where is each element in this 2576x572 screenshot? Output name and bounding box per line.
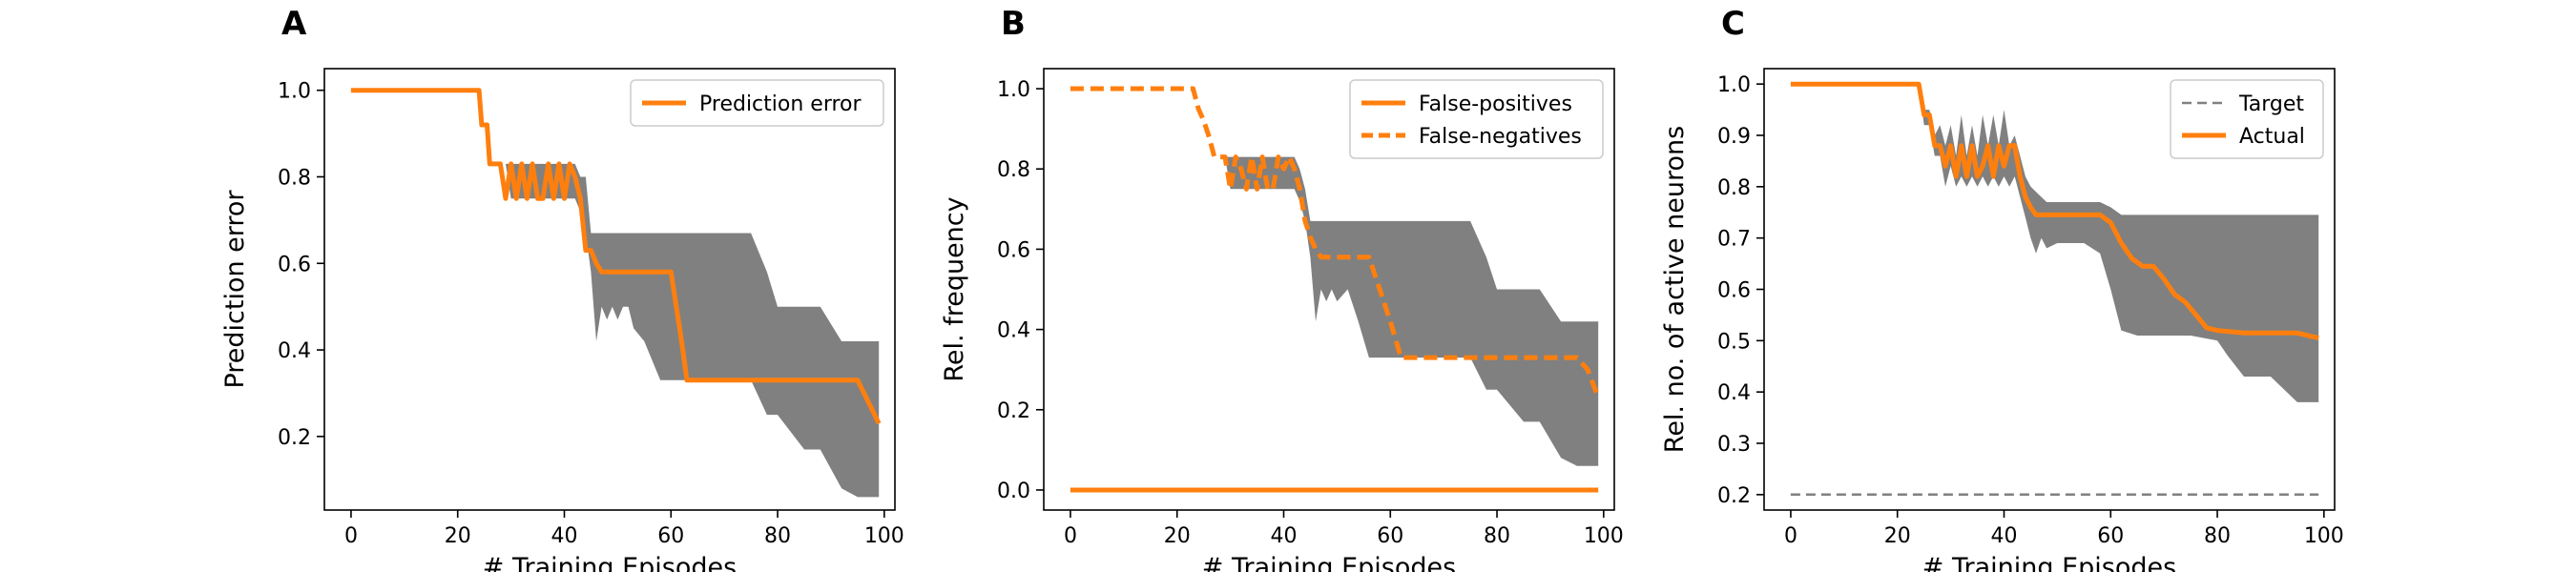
y-tick-label: 1.0: [997, 78, 1030, 102]
legend: Prediction error: [630, 79, 884, 127]
legend-entry: False-negatives: [1419, 125, 1582, 149]
y-tick-label: 0.7: [1717, 228, 1751, 252]
y-tick-label: 0.4: [278, 339, 311, 363]
x-tick-label: 80: [2204, 524, 2231, 548]
y-tick-label: 0.3: [1717, 433, 1751, 457]
x-tick-label: 100: [1584, 524, 1624, 548]
legend-box: [1349, 79, 1604, 159]
y-tick-label: 1.0: [278, 80, 311, 104]
plot-area: [1790, 81, 2319, 497]
x-tick-label: 0: [1064, 524, 1077, 548]
y-axis-label: Rel. no. of active neurons: [1660, 126, 1690, 453]
x-tick-label: 20: [445, 524, 471, 548]
y-tick-label: 0.8: [1717, 176, 1751, 200]
y-tick-label: 0.4: [1717, 381, 1751, 405]
legend: Target Actual: [2170, 79, 2324, 159]
y-tick-label: 0.0: [997, 480, 1030, 503]
range-band: [1070, 89, 1599, 466]
chart-panel-B: 0 20 40 60 80 100 0.0 0.2 0.4 0.6 0.8 1.0 # Training…: [940, 5, 1624, 572]
y-tick-label: 0.5: [1717, 330, 1751, 354]
y-tick-label: 0.6: [997, 238, 1030, 262]
series-line-false-negatives: [1070, 86, 1601, 398]
x-tick-label: 60: [2097, 524, 2124, 548]
range-band: [1790, 84, 2319, 402]
legend-entry: Actual: [2239, 125, 2305, 149]
x-tick-label: 20: [1164, 524, 1191, 548]
series-line-prediction-error: [350, 88, 882, 425]
y-tick-label: 0.2: [1717, 484, 1751, 508]
x-tick-label: 100: [2304, 524, 2344, 548]
y-tick-label: 0.6: [278, 253, 311, 276]
plot-area: [1070, 86, 1601, 493]
y-tick-label: 1.0: [1717, 73, 1751, 97]
x-tick-label: 0: [1784, 524, 1797, 548]
axes-frame: [1043, 68, 1615, 511]
y-tick-label: 0.6: [1717, 279, 1751, 303]
panel-label: C: [1721, 5, 1745, 43]
y-tick-label: 0.9: [1717, 125, 1751, 149]
chart-panel-A: 0 20 40 60 80 100 0.2 0.4 0.6 0.8 1.0 # Training Ep…: [220, 5, 904, 572]
y-tick-label: 0.2: [278, 426, 311, 450]
x-tick-label: 40: [1270, 524, 1297, 548]
y-tick-label: 0.8: [997, 158, 1030, 182]
legend: False-positives False-negatives: [1349, 79, 1604, 159]
legend-box: [2170, 79, 2324, 159]
x-axis-label: # Training Episodes: [1202, 553, 1456, 572]
legend-entry: Target: [2238, 92, 2304, 116]
x-tick-label: 0: [344, 524, 358, 548]
chart-panel-C: 0 20 40 60 80 100 0.2 0.3 0.4 0.5 0.6 0.7 0.8 0.9 1.0 #…: [1660, 5, 2344, 572]
legend-box: [630, 79, 884, 127]
x-tick-label: 80: [1484, 524, 1510, 548]
x-axis-label: # Training Episodes: [1922, 553, 2176, 572]
y-tick-label: 0.4: [997, 319, 1030, 343]
x-tick-label: 80: [764, 524, 791, 548]
x-axis-label: # Training Episodes: [483, 553, 737, 572]
plot-area: [350, 88, 882, 498]
axes-frame: [323, 68, 896, 511]
legend-entry: Prediction error: [699, 92, 862, 116]
legend-entry: False-positives: [1419, 92, 1572, 116]
x-tick-label: 40: [1990, 524, 2017, 548]
x-tick-label: 60: [1377, 524, 1403, 548]
y-axis-label: Rel. frequency: [940, 196, 969, 381]
series-line-actual: [1790, 81, 2319, 341]
y-axis-label: Prediction error: [220, 190, 250, 389]
y-tick-label: 0.8: [278, 166, 311, 190]
panel-label: A: [281, 5, 307, 43]
y-tick-label: 0.2: [997, 399, 1030, 423]
x-tick-label: 40: [551, 524, 577, 548]
panel-label: B: [1001, 5, 1026, 43]
x-tick-label: 60: [657, 524, 684, 548]
x-tick-label: 100: [864, 524, 904, 548]
range-band: [350, 90, 880, 498]
x-tick-label: 20: [1884, 524, 1911, 548]
